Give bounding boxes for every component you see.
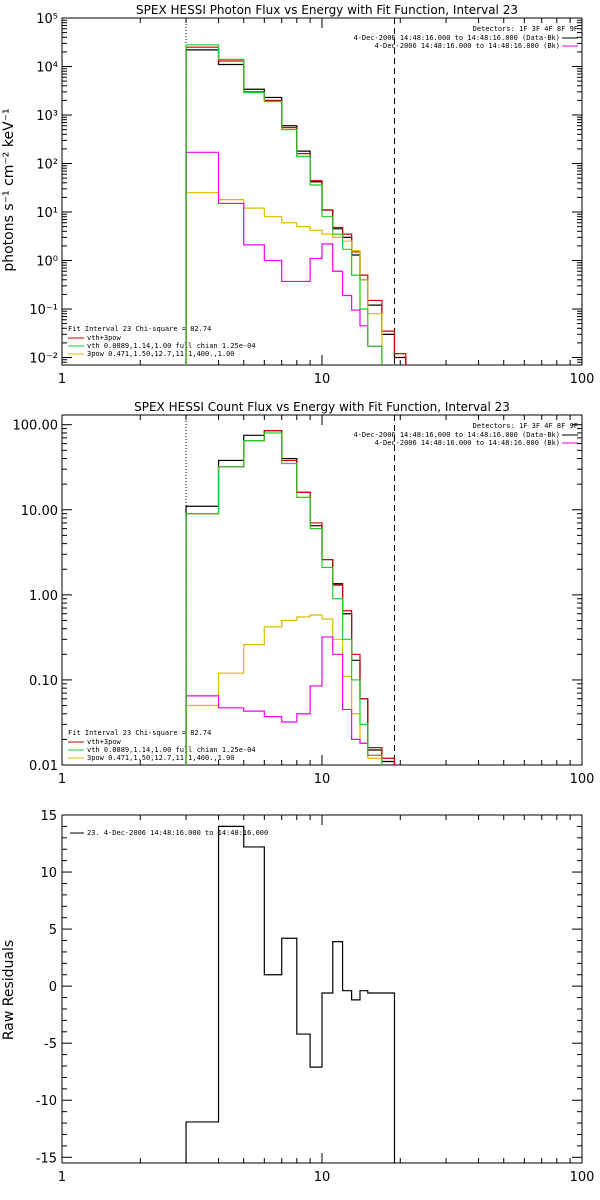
legend-fit-header: Fit Interval 23 Chi-square = 82.74 [68,729,211,737]
series-vth [185,44,383,365]
count-flux-panel: SPEX HESSI Count Flux vs Energy with Fit… [13,400,595,787]
series-vth-3pow [185,46,407,365]
x-tick-label: 100 [570,372,595,387]
y-tick-label: 10 [40,866,57,881]
legend-3pow: 3pow 0.471,1.50,12.7,11.1,400.,1.00 [87,350,235,358]
y-tick-label: 10² [36,157,58,172]
photon-flux-y-axis-label: photons s⁻¹ cm⁻² keV⁻¹ [1,108,17,271]
series-bk [185,636,383,765]
x-tick-label: 100 [570,1170,595,1185]
residuals-legend: 23. 4-Dec-2006 14:48:16.000 to 14:48:16.… [70,829,268,837]
y-tick-label: 10⁻² [29,351,58,366]
y-tick-label: 10⁻¹ [29,303,58,318]
y-tick-label: 1.00 [29,589,58,604]
series-residuals [185,825,396,1163]
series-vth [185,432,383,765]
legend-detectors: Detectors: 1F 3F 4F 8F 9F [473,25,578,33]
y-tick-label: 10⁴ [36,60,58,75]
y-tick-label: 0.10 [29,674,58,689]
y-tick-label: 10⁰ [36,254,58,269]
x-tick-label: 10 [314,772,331,787]
y-tick-label: 100.00 [13,419,59,434]
count-flux-title: SPEX HESSI Count Flux vs Energy with Fit… [134,400,510,414]
x-tick-label: 1 [58,372,66,387]
y-tick-label: -15 [36,1151,57,1166]
x-tick-label: 10 [314,372,331,387]
photon-flux-title: SPEX HESSI Photon Flux vs Energy with Fi… [136,3,518,17]
x-tick-label: 1 [58,772,66,787]
count-flux-legend-bottom: Fit Interval 23 Chi-square = 82.74 vth+3… [68,729,256,762]
series-3pow [185,614,383,765]
photon-flux-legend-bottom: Fit Interval 23 Chi-square = 82.74 vth+3… [68,325,256,358]
y-tick-label: -5 [44,1037,57,1052]
y-tick-label: 10.00 [21,504,58,519]
legend-bk-interval: 4-Dec-2006 14:48:16.000 to 14:48:16.000 … [375,439,560,447]
legend-fit-header: Fit Interval 23 Chi-square = 82.74 [68,325,211,333]
count-flux-legend-top: Detectors: 1F 3F 4F 8F 9F 4-Dec-2006 14:… [353,422,578,447]
y-tick-label: 0.01 [29,759,58,774]
legend-vth: vth 0.0889,1.14,1.00 full chian 1.25e-04 [87,342,256,350]
residuals-panel: Raw Residuals 23. 4-Dec-2006 14:48:16.00… [1,809,594,1185]
y-tick-label: 5 [49,923,57,938]
legend-residuals: 23. 4-Dec-2006 14:48:16.000 to 14:48:16.… [87,829,268,837]
y-tick-label: 15 [40,809,57,824]
y-tick-label: 10¹ [36,206,58,221]
residuals-y-axis-label: Raw Residuals [1,940,17,1040]
photon-flux-legend-top: Detectors: 1F 3F 4F 8F 9F 4-Dec-2006 14:… [353,25,578,50]
legend-3pow: 3pow 0.471,1.50,12.7,11.1,400.,1.00 [87,754,235,762]
y-tick-label: -10 [36,1094,57,1109]
y-tick-label: 10³ [36,109,58,124]
legend-vth: vth 0.0889,1.14,1.00 full chian 1.25e-04 [87,746,256,754]
legend-detectors: Detectors: 1F 3F 4F 8F 9F [473,422,578,430]
photon-flux-panel: SPEX HESSI Photon Flux vs Energy with Fi… [1,3,594,387]
y-tick-label: 10⁵ [36,12,58,27]
series-bk [185,151,383,365]
x-tick-label: 1 [58,1170,66,1185]
legend-data-interval: 4-Dec-2006 14:48:16.000 to 14:48:16.000 … [353,34,560,42]
legend-vth-3pow: vth+3pow [87,334,122,342]
x-tick-label: 100 [570,772,595,787]
legend-data-interval: 4-Dec-2006 14:48:16.000 to 14:48:16.000 … [353,431,560,439]
legend-vth-3pow: vth+3pow [87,738,122,746]
x-tick-label: 10 [314,1170,331,1185]
y-tick-label: 0 [49,980,57,995]
legend-bk-interval: 4-Dec-2006 14:48:16.000 to 14:48:16.000 … [375,42,560,50]
